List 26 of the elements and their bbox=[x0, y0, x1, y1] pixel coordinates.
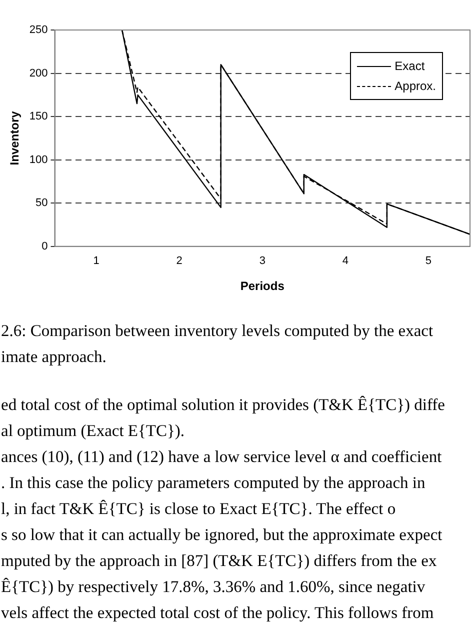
x-tick-label: 2 bbox=[176, 255, 182, 268]
y-tick-label: 250 bbox=[29, 24, 48, 36]
y-tick-label: 50 bbox=[36, 197, 48, 210]
legend-label: Approx. bbox=[394, 79, 436, 93]
text: l, in fact T&K Ê{TC} is close to Exact E{TC}. The effect o bbox=[1, 498, 397, 520]
text: vels affect the expected total cost of the policy. This follows from bbox=[1, 602, 435, 624]
text: mputed by the approach in [87] (T&K E{TC}) differs from the ex bbox=[1, 550, 438, 572]
y-tick-label: 0 bbox=[42, 240, 48, 252]
y-tick-label: 100 bbox=[29, 154, 48, 166]
y-tick-label: 150 bbox=[29, 110, 48, 123]
text: s so low that it can actually be ignored, but the approximate expect bbox=[1, 524, 444, 546]
text: al optimum (Exact E{TC}). bbox=[1, 420, 186, 442]
x-tick-label: 3 bbox=[259, 255, 266, 268]
x-tick-label: 1 bbox=[93, 255, 100, 268]
x-tick-label: 5 bbox=[425, 255, 432, 268]
legend-label: Exact bbox=[394, 59, 425, 73]
text: imate approach. bbox=[1, 346, 108, 368]
x-tick-label: 4 bbox=[342, 255, 348, 268]
text: . In this case the policy parameters computed by the approach in bbox=[1, 472, 426, 494]
text: ances (10), (11) and (12) have a low service level α and coefficient bbox=[1, 446, 443, 468]
text: ed total cost of the optimal solution it provides (T&K Ê{TC}) diffe bbox=[1, 394, 446, 416]
y-tick-label: 200 bbox=[29, 67, 48, 80]
x-axis-title: Periods bbox=[240, 279, 285, 294]
y-axis-title: Inventory bbox=[8, 110, 22, 166]
text: 2.6: Comparison between inventory levels computed by the exact bbox=[1, 320, 434, 342]
text: Ê{TC}) by respectively 17.8%, 3.36% and 1.60%, since negativ bbox=[1, 576, 426, 598]
